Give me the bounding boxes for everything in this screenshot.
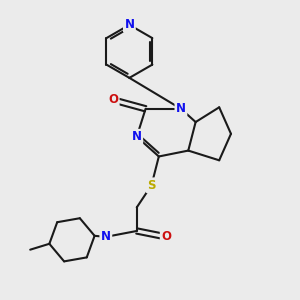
Text: O: O — [161, 230, 171, 243]
Text: N: N — [101, 230, 111, 243]
Text: N: N — [176, 102, 186, 115]
Text: N: N — [124, 18, 134, 32]
Text: N: N — [132, 130, 142, 143]
Text: S: S — [147, 179, 156, 192]
Text: O: O — [108, 93, 118, 106]
